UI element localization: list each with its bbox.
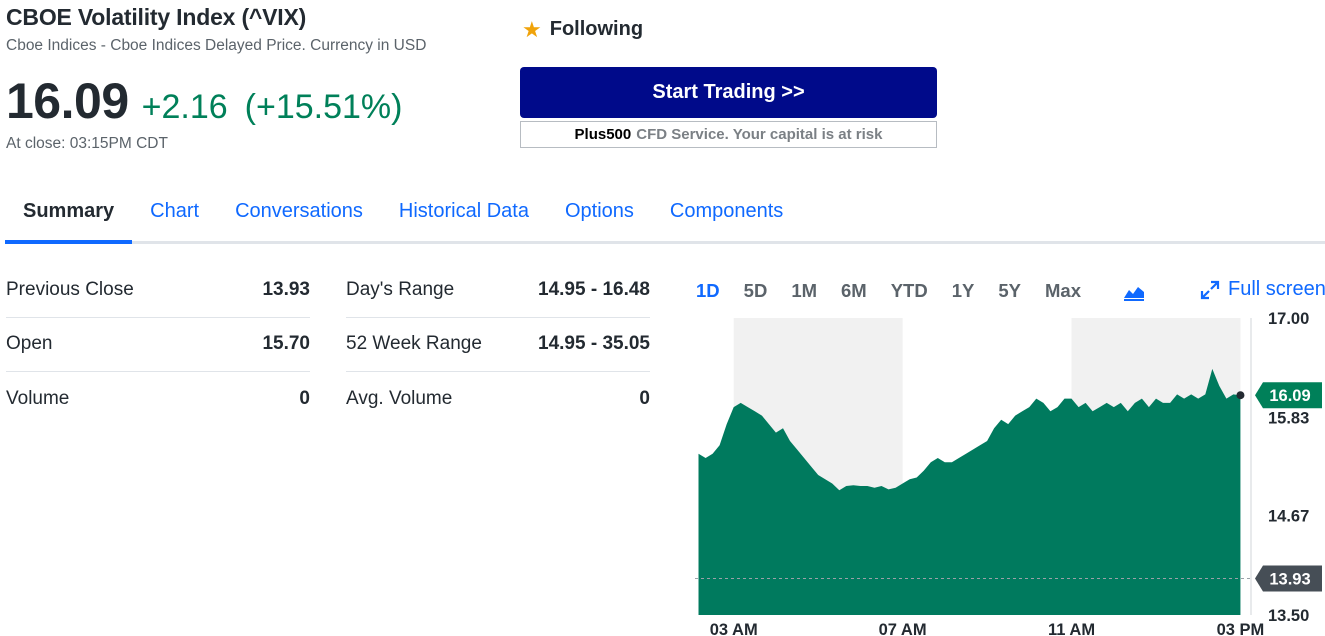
quote-subtitle: Cboe Indices - Cboe Indices Delayed Pric… (6, 37, 427, 54)
stat-label: Volume (6, 388, 70, 410)
expand-arrows-icon (1200, 280, 1220, 299)
stat-value: 13.93 (262, 278, 310, 300)
previous-close-tag-label: 13.93 (1269, 571, 1310, 589)
tab-chart[interactable]: Chart (150, 200, 200, 222)
tab-conversations[interactable]: Conversations (235, 200, 363, 222)
range-max[interactable]: Max (1045, 280, 1081, 301)
stat-label: Avg. Volume (346, 388, 453, 410)
y-tick-label: 17.00 (1268, 310, 1309, 328)
y-tick-label: 14.67 (1268, 508, 1309, 526)
follow-button[interactable]: ★ Following (522, 18, 643, 41)
x-tick-label: 07 AM (879, 621, 927, 636)
tab-historical-data[interactable]: Historical Data (398, 200, 529, 222)
stat-value: 0 (299, 388, 310, 410)
tab-summary[interactable]: Summary (5, 182, 133, 244)
price-change: +2.16 (141, 88, 228, 126)
stat-row: Avg. Volume 0 (346, 372, 650, 427)
current-price-tag (1255, 382, 1322, 409)
price-change-percent: (+15.51%) (244, 88, 403, 126)
last-price: 16.09 (6, 73, 129, 129)
ad-disclaimer: Plus500 CFD Service. Your capital is at … (520, 121, 937, 148)
quote-nav-tabs: Summary Chart Conversations Historical D… (5, 182, 1325, 244)
stat-label: Day's Range (346, 278, 455, 300)
star-icon: ★ (522, 16, 542, 42)
stat-label: 52 Week Range (346, 333, 482, 355)
range-5d[interactable]: 5D (743, 280, 768, 301)
current-price-tag-label: 16.09 (1269, 387, 1310, 405)
range-6m[interactable]: 6M (841, 280, 867, 301)
mountain-chart-icon[interactable] (1122, 280, 1146, 302)
range-5y[interactable]: 5Y (998, 280, 1021, 301)
ad-brand: Plus500 (574, 126, 632, 143)
full-screen-button[interactable]: Full screen (1200, 278, 1325, 301)
summary-stats-left: Previous Close 13.93 Open 15.70 Volume 0 (6, 263, 310, 427)
previous-close-tag (1255, 565, 1322, 592)
stat-label: Previous Close (6, 278, 134, 300)
x-tick-label: 11 AM (1048, 621, 1095, 636)
stat-value: 0 (639, 388, 650, 410)
y-tick-label: 13.50 (1268, 607, 1309, 625)
x-tick-label: 03 AM (710, 621, 758, 636)
stat-value: 15.70 (262, 333, 310, 355)
stat-row: Previous Close 13.93 (6, 263, 310, 318)
tab-options[interactable]: Options (564, 200, 634, 222)
follow-label: Following (549, 18, 644, 40)
price-area-series (698, 368, 1241, 615)
current-price-dot (1236, 391, 1245, 400)
price-row: 16.09 +2.16 (+15.51%) (6, 72, 402, 130)
stat-row: Day's Range 14.95 - 16.48 (346, 263, 650, 318)
range-selector: 1D 5D 1M 6M YTD 1Y 5Y Max (684, 274, 1093, 308)
start-trading-button[interactable]: Start Trading >> (520, 67, 937, 118)
full-screen-label: Full screen (1228, 278, 1325, 300)
range-1m[interactable]: 1M (791, 280, 818, 301)
stat-label: Open (6, 333, 53, 355)
stat-row: Volume 0 (6, 372, 310, 427)
x-tick-label: 03 PM (1217, 621, 1265, 636)
range-1d[interactable]: 1D (696, 280, 720, 301)
tab-components[interactable]: Components (669, 200, 784, 222)
stat-value: 14.95 - 16.48 (538, 278, 650, 300)
summary-stats-right: Day's Range 14.95 - 16.48 52 Week Range … (346, 263, 650, 427)
stat-row: Open 15.70 (6, 318, 310, 372)
market-close-time: At close: 03:15PM CDT (6, 135, 168, 152)
y-tick-label: 15.83 (1268, 409, 1309, 427)
range-ytd[interactable]: YTD (890, 280, 928, 301)
ad-note-text: CFD Service. Your capital is at risk (636, 126, 883, 143)
range-1y[interactable]: 1Y (951, 280, 975, 301)
quote-title: CBOE Volatility Index (^VIX) (6, 4, 307, 30)
stat-value: 14.95 - 35.05 (538, 333, 650, 355)
stat-row: 52 Week Range 14.95 - 35.05 (346, 318, 650, 372)
